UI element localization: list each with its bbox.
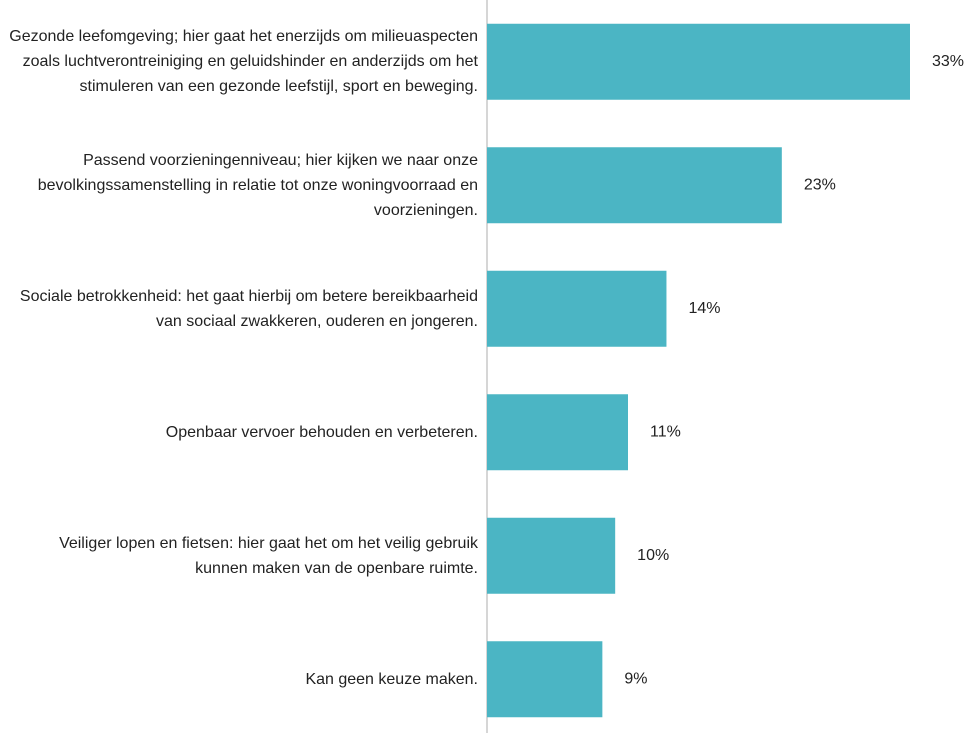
value-label: 11%	[650, 423, 681, 440]
category-label: Passend voorzieningenniveau; hier kijken…	[37, 151, 478, 219]
bar	[487, 270, 667, 347]
value-label: 14%	[688, 300, 720, 317]
category-label-box: Passend voorzieningenniveau; hier kijken…	[4, 124, 478, 248]
category-label-box: Kan geen keuze maken.	[4, 618, 478, 733]
category-label-box: Veiliger lopen en fietsen: hier gaat het…	[4, 494, 478, 618]
bar	[487, 147, 782, 224]
bar	[487, 23, 910, 100]
value-label: 23%	[804, 176, 836, 193]
bar	[487, 641, 603, 718]
category-label: Kan geen keuze maken.	[305, 670, 478, 688]
category-label: Veiliger lopen en fietsen: hier gaat het…	[59, 534, 478, 577]
bar	[487, 394, 628, 471]
value-label: 10%	[637, 547, 669, 564]
category-label-box: Gezonde leefomgeving; hier gaat het ener…	[4, 0, 478, 124]
category-label: Gezonde leefomgeving; hier gaat het ener…	[9, 28, 478, 96]
bar	[487, 517, 616, 594]
category-label: Sociale betrokkenheid: het gaat hierbij …	[19, 287, 478, 330]
category-label-box: Openbaar vervoer behouden en verbeteren.	[4, 371, 478, 495]
category-label-box: Sociale betrokkenheid: het gaat hierbij …	[4, 247, 478, 371]
value-label: 33%	[932, 53, 964, 70]
value-label: 9%	[624, 670, 647, 687]
category-label: Openbaar vervoer behouden en verbeteren.	[165, 423, 478, 441]
